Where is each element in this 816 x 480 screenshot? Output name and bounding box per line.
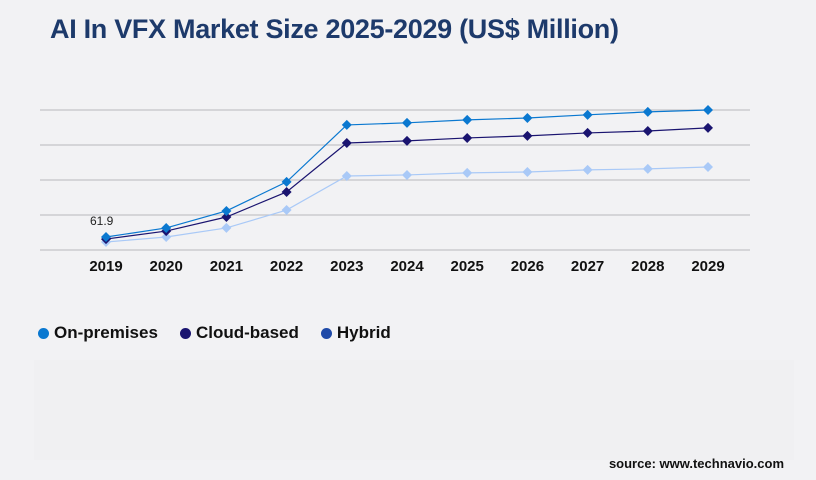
legend-label: On-premises bbox=[54, 323, 158, 342]
data-point bbox=[341, 171, 352, 182]
data-point bbox=[341, 138, 352, 149]
legend-marker-icon bbox=[320, 327, 332, 339]
chart-title: AI In VFX Market Size 2025-2029 (US$ Mil… bbox=[50, 14, 619, 44]
x-tick-label: 2021 bbox=[210, 258, 243, 275]
legend-item: Hybrid bbox=[320, 323, 391, 343]
x-tick-label: 2019 bbox=[89, 258, 122, 275]
data-point bbox=[281, 186, 292, 197]
x-tick-label: 2024 bbox=[390, 258, 424, 275]
data-point bbox=[221, 211, 232, 222]
x-tick-label: 2023 bbox=[330, 258, 363, 275]
data-point bbox=[462, 167, 473, 178]
data-point bbox=[221, 222, 232, 233]
legend-item: Cloud-based bbox=[179, 323, 299, 343]
data-point bbox=[281, 176, 292, 187]
x-tick-label: 2028 bbox=[631, 258, 664, 275]
data-point bbox=[221, 205, 232, 216]
legend-label: Cloud-based bbox=[195, 323, 299, 342]
data-point bbox=[582, 127, 593, 138]
data-point bbox=[582, 164, 593, 175]
legend-item: On-premises bbox=[38, 323, 158, 343]
data-point bbox=[703, 122, 713, 133]
x-tick-label: 2027 bbox=[571, 258, 604, 275]
line-chart: 2019 2020 2021 2022 2023 2024 2025 2026 2027 2028… bbox=[40, 105, 750, 275]
data-point bbox=[462, 132, 473, 143]
data-point bbox=[402, 135, 412, 146]
data-point bbox=[402, 169, 412, 180]
x-tick-label: 2025 bbox=[451, 258, 484, 275]
data-point bbox=[462, 114, 473, 125]
data-point bbox=[161, 231, 172, 242]
legend-marker-icon bbox=[179, 327, 191, 339]
source-text: source: www.technavio.com bbox=[608, 456, 784, 471]
data-point bbox=[161, 222, 172, 233]
data-point bbox=[402, 117, 412, 128]
x-tick-label: 2022 bbox=[270, 258, 303, 275]
data-point bbox=[642, 163, 653, 174]
data-point bbox=[522, 112, 533, 123]
data-point bbox=[642, 106, 653, 117]
x-tick-label: 2029 bbox=[691, 258, 724, 275]
x-tick-label: 2026 bbox=[511, 258, 544, 275]
x-tick-label: 2020 bbox=[150, 258, 183, 275]
legend-label: Hybrid bbox=[336, 323, 391, 342]
data-label: 61.9 bbox=[90, 214, 114, 228]
data-point bbox=[281, 205, 292, 216]
data-point bbox=[582, 109, 593, 120]
legend-marker-icon bbox=[38, 327, 49, 339]
data-point bbox=[341, 119, 352, 130]
data-point bbox=[101, 231, 111, 242]
data-point bbox=[703, 105, 713, 115]
background-panel bbox=[34, 360, 794, 460]
data-point bbox=[522, 167, 533, 178]
data-point bbox=[522, 130, 533, 141]
legend: On-premises Cloud-based Hybrid bbox=[38, 323, 391, 343]
data-point bbox=[703, 161, 713, 172]
data-point bbox=[642, 126, 653, 137]
